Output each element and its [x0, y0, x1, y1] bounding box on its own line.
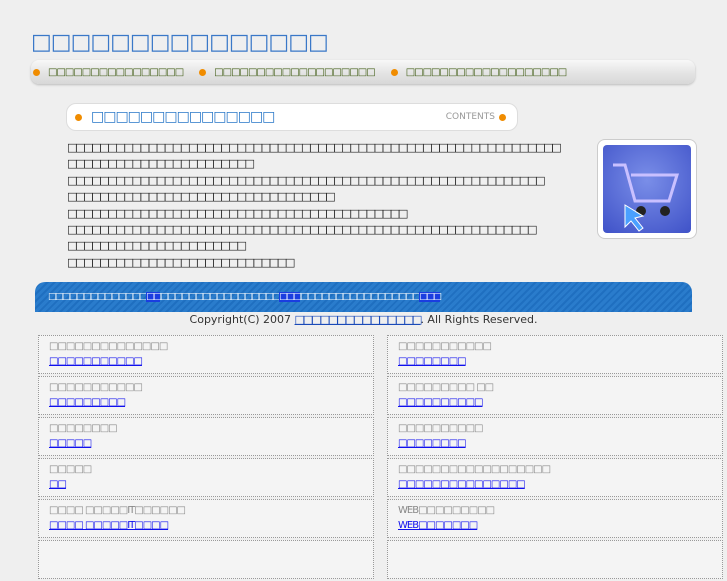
- bullet-icon: [390, 68, 398, 76]
- card-link[interactable]: □□□□□□□□□□: [398, 397, 483, 408]
- copyright-text: . All Rights Reserved.: [420, 313, 538, 326]
- link-card: □□□□□□□□□□□ □□□□□□□□: [387, 335, 723, 374]
- body-line: □□□□□□□□□□□□□□□□□□□□□□□□□□□□: [67, 255, 295, 269]
- nav-link-3[interactable]: □□□□□□□□□□□□□□□□□□□: [405, 66, 568, 78]
- body-line: □□□□□□□□□□□□□□□□□□□□□□□□□□□□□□□□□: [67, 190, 336, 204]
- contents-label: CONTENTS: [445, 112, 495, 122]
- section-title: □□□□□□□□□□□□□□□: [91, 109, 275, 125]
- section-header: □□□□□□□□□□□□□□□ CONTENTS: [66, 103, 518, 131]
- link-card: □□□□□□□□ □□□□□: [38, 417, 374, 456]
- bullet-icon: [499, 113, 506, 121]
- link-card: □□□□□□□□□□ □□□□□□□□: [387, 417, 723, 456]
- card-link[interactable]: □□□□□□□□□□□□□□□: [398, 479, 526, 490]
- banner-link[interactable]: □□: [146, 292, 162, 302]
- link-card: □□□□□□□□□□□□□□ □□□□□□□□□□□: [38, 335, 374, 374]
- body-line: □□□□□□□□□□□□□□□□□□□□□□□□□□□□□□□□□□□□□□□□…: [67, 206, 408, 220]
- card-title: □□□□□□□□□□□□□□: [49, 341, 168, 352]
- banner-link[interactable]: □□□: [419, 292, 442, 302]
- link-card: □□□□ □□□□□IT□□□□□□ □□□□ □□□□□IT□□□□: [38, 499, 374, 538]
- bullet-icon: [33, 68, 40, 76]
- link-card: WEB□□□□□□□□□ WEB□□□□□□□: [387, 499, 723, 538]
- link-card: □□□□□ □□: [38, 458, 374, 497]
- card-link[interactable]: □□: [49, 479, 67, 490]
- nav-link-1[interactable]: □□□□□□□□□□□□□□□□: [48, 66, 184, 78]
- link-grid: □□□□□□□□□□□□□□ □□□□□□□□□□□ □□□□□□□□□□□ □□□…: [38, 335, 724, 581]
- link-card: □□□□□□□□□ □□ □□□□□□□□□□: [387, 376, 723, 415]
- card-title: □□□□□□□□□□□: [398, 341, 492, 352]
- banner-text: □□□□□□□□□□□□□□□□□: [300, 292, 421, 302]
- link-card: □□□□□□□□□□□ □□□□□□□□□: [38, 376, 374, 415]
- card-title: □□□□□□□□□ □□: [398, 382, 494, 393]
- shopping-cart-image: [597, 139, 697, 239]
- link-card-partial: [387, 540, 723, 579]
- link-card-partial: [38, 540, 374, 579]
- link-card: □□□□□□□□□□□□□□□□□□ □□□□□□□□□□□□□□□: [387, 458, 723, 497]
- nav-bar: □□□□□□□□□□□□□□□□ □□□□□□□□□□□□□□□□□□□ □□□…: [31, 60, 695, 84]
- card-link[interactable]: □□□□□□□□□□□: [49, 356, 143, 367]
- copyright: Copyright(C) 2007 □□□□□□□□□□□□□□□. All R…: [0, 313, 727, 326]
- bullet-icon: [199, 68, 207, 76]
- card-title: □□□□ □□□□□IT□□□□□□: [49, 505, 186, 516]
- banner-text: □□□□□□□□□□□□□□□□□: [160, 292, 281, 302]
- card-title: □□□□□□□□□□: [398, 423, 483, 434]
- body-text: □□□□□□□□□□□□□□□□□□□□□□□□□□□□□□□□□□□□□□□□…: [67, 140, 592, 271]
- cart-icon: [613, 163, 680, 232]
- body-line: □□□□□□□□□□□□□□□□□□□□□□: [67, 239, 247, 253]
- bullet-icon: [75, 113, 82, 121]
- card-link[interactable]: WEB□□□□□□□: [398, 520, 478, 531]
- card-title: □□□□□: [49, 464, 92, 475]
- card-link[interactable]: □□□□□□□□: [398, 356, 467, 367]
- card-title: WEB□□□□□□□□□: [398, 505, 495, 516]
- body-line: □□□□□□□□□□□□□□□□□□□□□□□□□□□□□□□□□□□□□□□□…: [67, 141, 562, 154]
- banner-link[interactable]: □□□: [279, 292, 302, 302]
- banner-text: □□□□□□□□□□□□□□: [48, 292, 148, 302]
- card-link[interactable]: □□□□ □□□□□IT□□□□: [49, 520, 169, 531]
- card-title: □□□□□□□□□□□□□□□□□□: [398, 464, 551, 475]
- card-link[interactable]: □□□□□□□□□: [49, 397, 126, 408]
- nav-link-2[interactable]: □□□□□□□□□□□□□□□□□□□: [214, 66, 376, 78]
- copyright-text: Copyright(C) 2007: [189, 313, 295, 326]
- body-line: □□□□□□□□□□□□□□□□□□□□□□□: [67, 157, 255, 171]
- body-line: □□□□□□□□□□□□□□□□□□□□□□□□□□□□□□□□□□□□□□□□…: [67, 223, 538, 237]
- card-link[interactable]: □□□□□□□□: [398, 438, 467, 449]
- footer-banner: □□□□□□□□□□□□□□ □□ □□□□□□□□□□□□□□□□□ □□□ □□…: [35, 282, 692, 312]
- site-title[interactable]: □□□□□□□□□□□□□□□: [31, 30, 329, 55]
- card-title: □□□□□□□□: [49, 423, 118, 434]
- body-line: □□□□□□□□□□□□□□□□□□□□□□□□□□□□□□□□□□□□□□□□…: [67, 173, 546, 187]
- card-link[interactable]: □□□□□: [49, 438, 92, 449]
- copyright-link[interactable]: □□□□□□□□□□□□□□□: [294, 313, 423, 326]
- card-title: □□□□□□□□□□□: [49, 382, 143, 393]
